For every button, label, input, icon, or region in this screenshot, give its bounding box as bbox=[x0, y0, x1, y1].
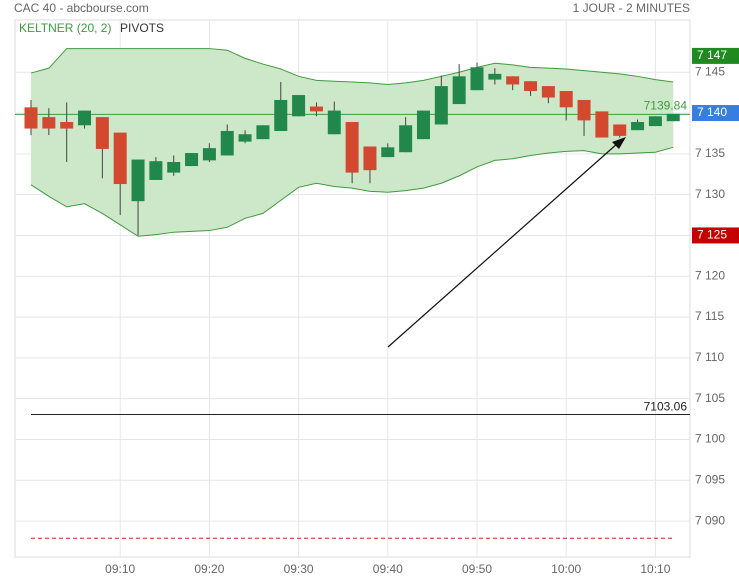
y-tick-label: 7 095 bbox=[695, 472, 725, 486]
candle-body bbox=[613, 124, 627, 136]
candle-body bbox=[434, 86, 448, 125]
candle-body bbox=[327, 110, 341, 135]
candle-body bbox=[167, 162, 181, 173]
candle-body bbox=[363, 146, 377, 171]
candle-body bbox=[131, 159, 145, 202]
candle-body bbox=[381, 147, 395, 158]
keltner-lower bbox=[30, 146, 674, 237]
y-tick-label: 7 145 bbox=[695, 64, 725, 78]
candle-body bbox=[60, 122, 74, 129]
candle-body bbox=[488, 73, 502, 80]
candle-body bbox=[506, 76, 520, 85]
price-tag-label: 7 125 bbox=[697, 228, 727, 242]
candle-body bbox=[345, 122, 359, 173]
pivot-label: 7103.06 bbox=[644, 400, 688, 414]
price-tag bbox=[692, 227, 739, 244]
candle-body bbox=[631, 122, 645, 131]
y-tick-label: 7 105 bbox=[695, 391, 725, 405]
candle-body bbox=[149, 161, 163, 180]
candle-body bbox=[185, 153, 199, 167]
y-tick-label: 7 120 bbox=[695, 268, 725, 282]
candle-body bbox=[559, 91, 573, 108]
candle-body bbox=[595, 111, 609, 138]
candle-body bbox=[541, 86, 555, 98]
candle-body bbox=[220, 130, 234, 156]
keltner-upper bbox=[30, 48, 674, 85]
candle-body bbox=[24, 107, 38, 129]
candle-body bbox=[666, 113, 680, 122]
candle-body bbox=[309, 106, 323, 112]
y-tick-label: 7 110 bbox=[695, 350, 724, 364]
candle-body bbox=[648, 116, 662, 127]
candle-body bbox=[274, 99, 288, 131]
price-tag-label: 7 140 bbox=[697, 105, 727, 119]
annotation-arrow bbox=[387, 142, 619, 348]
candle-body bbox=[470, 67, 484, 91]
candle-body bbox=[524, 81, 538, 92]
x-tick-label: 09:40 bbox=[373, 562, 403, 576]
chart-title: CAC 40 - abcbourse.com bbox=[14, 1, 149, 15]
y-tick-label: 7 130 bbox=[695, 187, 725, 201]
y-tick-label: 7 090 bbox=[695, 513, 725, 527]
legend-pivots: PIVOTS bbox=[120, 21, 164, 35]
candle-body bbox=[416, 110, 430, 140]
candle-body bbox=[452, 76, 466, 105]
plot-frame bbox=[14, 19, 691, 558]
x-tick-label: 09:30 bbox=[284, 562, 314, 576]
candle-body bbox=[292, 95, 306, 117]
price-tag bbox=[692, 105, 739, 122]
candle-body bbox=[42, 117, 56, 129]
candle-body bbox=[95, 117, 109, 149]
candle-body bbox=[256, 125, 270, 140]
price-tag-label: 7 147 bbox=[697, 48, 727, 62]
chart-subtitle: 1 JOUR - 2 MINUTES bbox=[573, 1, 690, 15]
candle-body bbox=[577, 99, 591, 121]
x-tick-label: 10:10 bbox=[640, 562, 670, 576]
candle-body bbox=[202, 148, 216, 161]
candle-body bbox=[399, 125, 413, 153]
x-tick-label: 09:50 bbox=[462, 562, 492, 576]
x-tick-label: 10:00 bbox=[551, 562, 581, 576]
y-tick-label: 7 100 bbox=[695, 432, 725, 446]
arrow-head bbox=[612, 137, 626, 149]
price-tag bbox=[692, 47, 739, 64]
y-tick-label: 7 115 bbox=[695, 309, 724, 323]
candle-body bbox=[78, 110, 92, 126]
x-tick-label: 09:20 bbox=[194, 562, 224, 576]
candle-body bbox=[113, 132, 127, 185]
y-tick-label: 7 135 bbox=[695, 146, 725, 160]
candle-body bbox=[238, 134, 252, 142]
x-tick-label: 09:10 bbox=[105, 562, 135, 576]
legend-keltner: KELTNER (20, 2) bbox=[19, 21, 111, 35]
keltner-middle-label: 7139.84 bbox=[644, 99, 688, 113]
